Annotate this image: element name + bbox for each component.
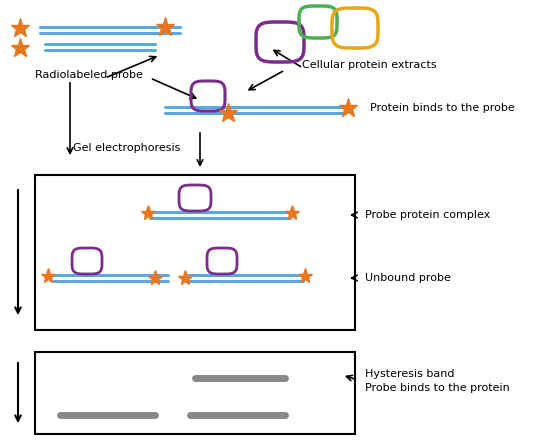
Text: Radiolabeled probe: Radiolabeled probe [35,70,143,80]
Text: Hysteresis band: Hysteresis band [365,369,454,379]
Text: Cellular protein extracts: Cellular protein extracts [302,60,437,70]
Text: Probe protein complex: Probe protein complex [365,210,490,220]
Bar [35,352,355,434]
Text: Probe binds to the protein: Probe binds to the protein [365,383,510,393]
Text: Gel electrophoresis: Gel electrophoresis [73,143,180,153]
Text: Unbound probe: Unbound probe [365,273,451,283]
Text: Protein binds to the probe: Protein binds to the probe [370,103,515,113]
Bar [35,175,355,330]
